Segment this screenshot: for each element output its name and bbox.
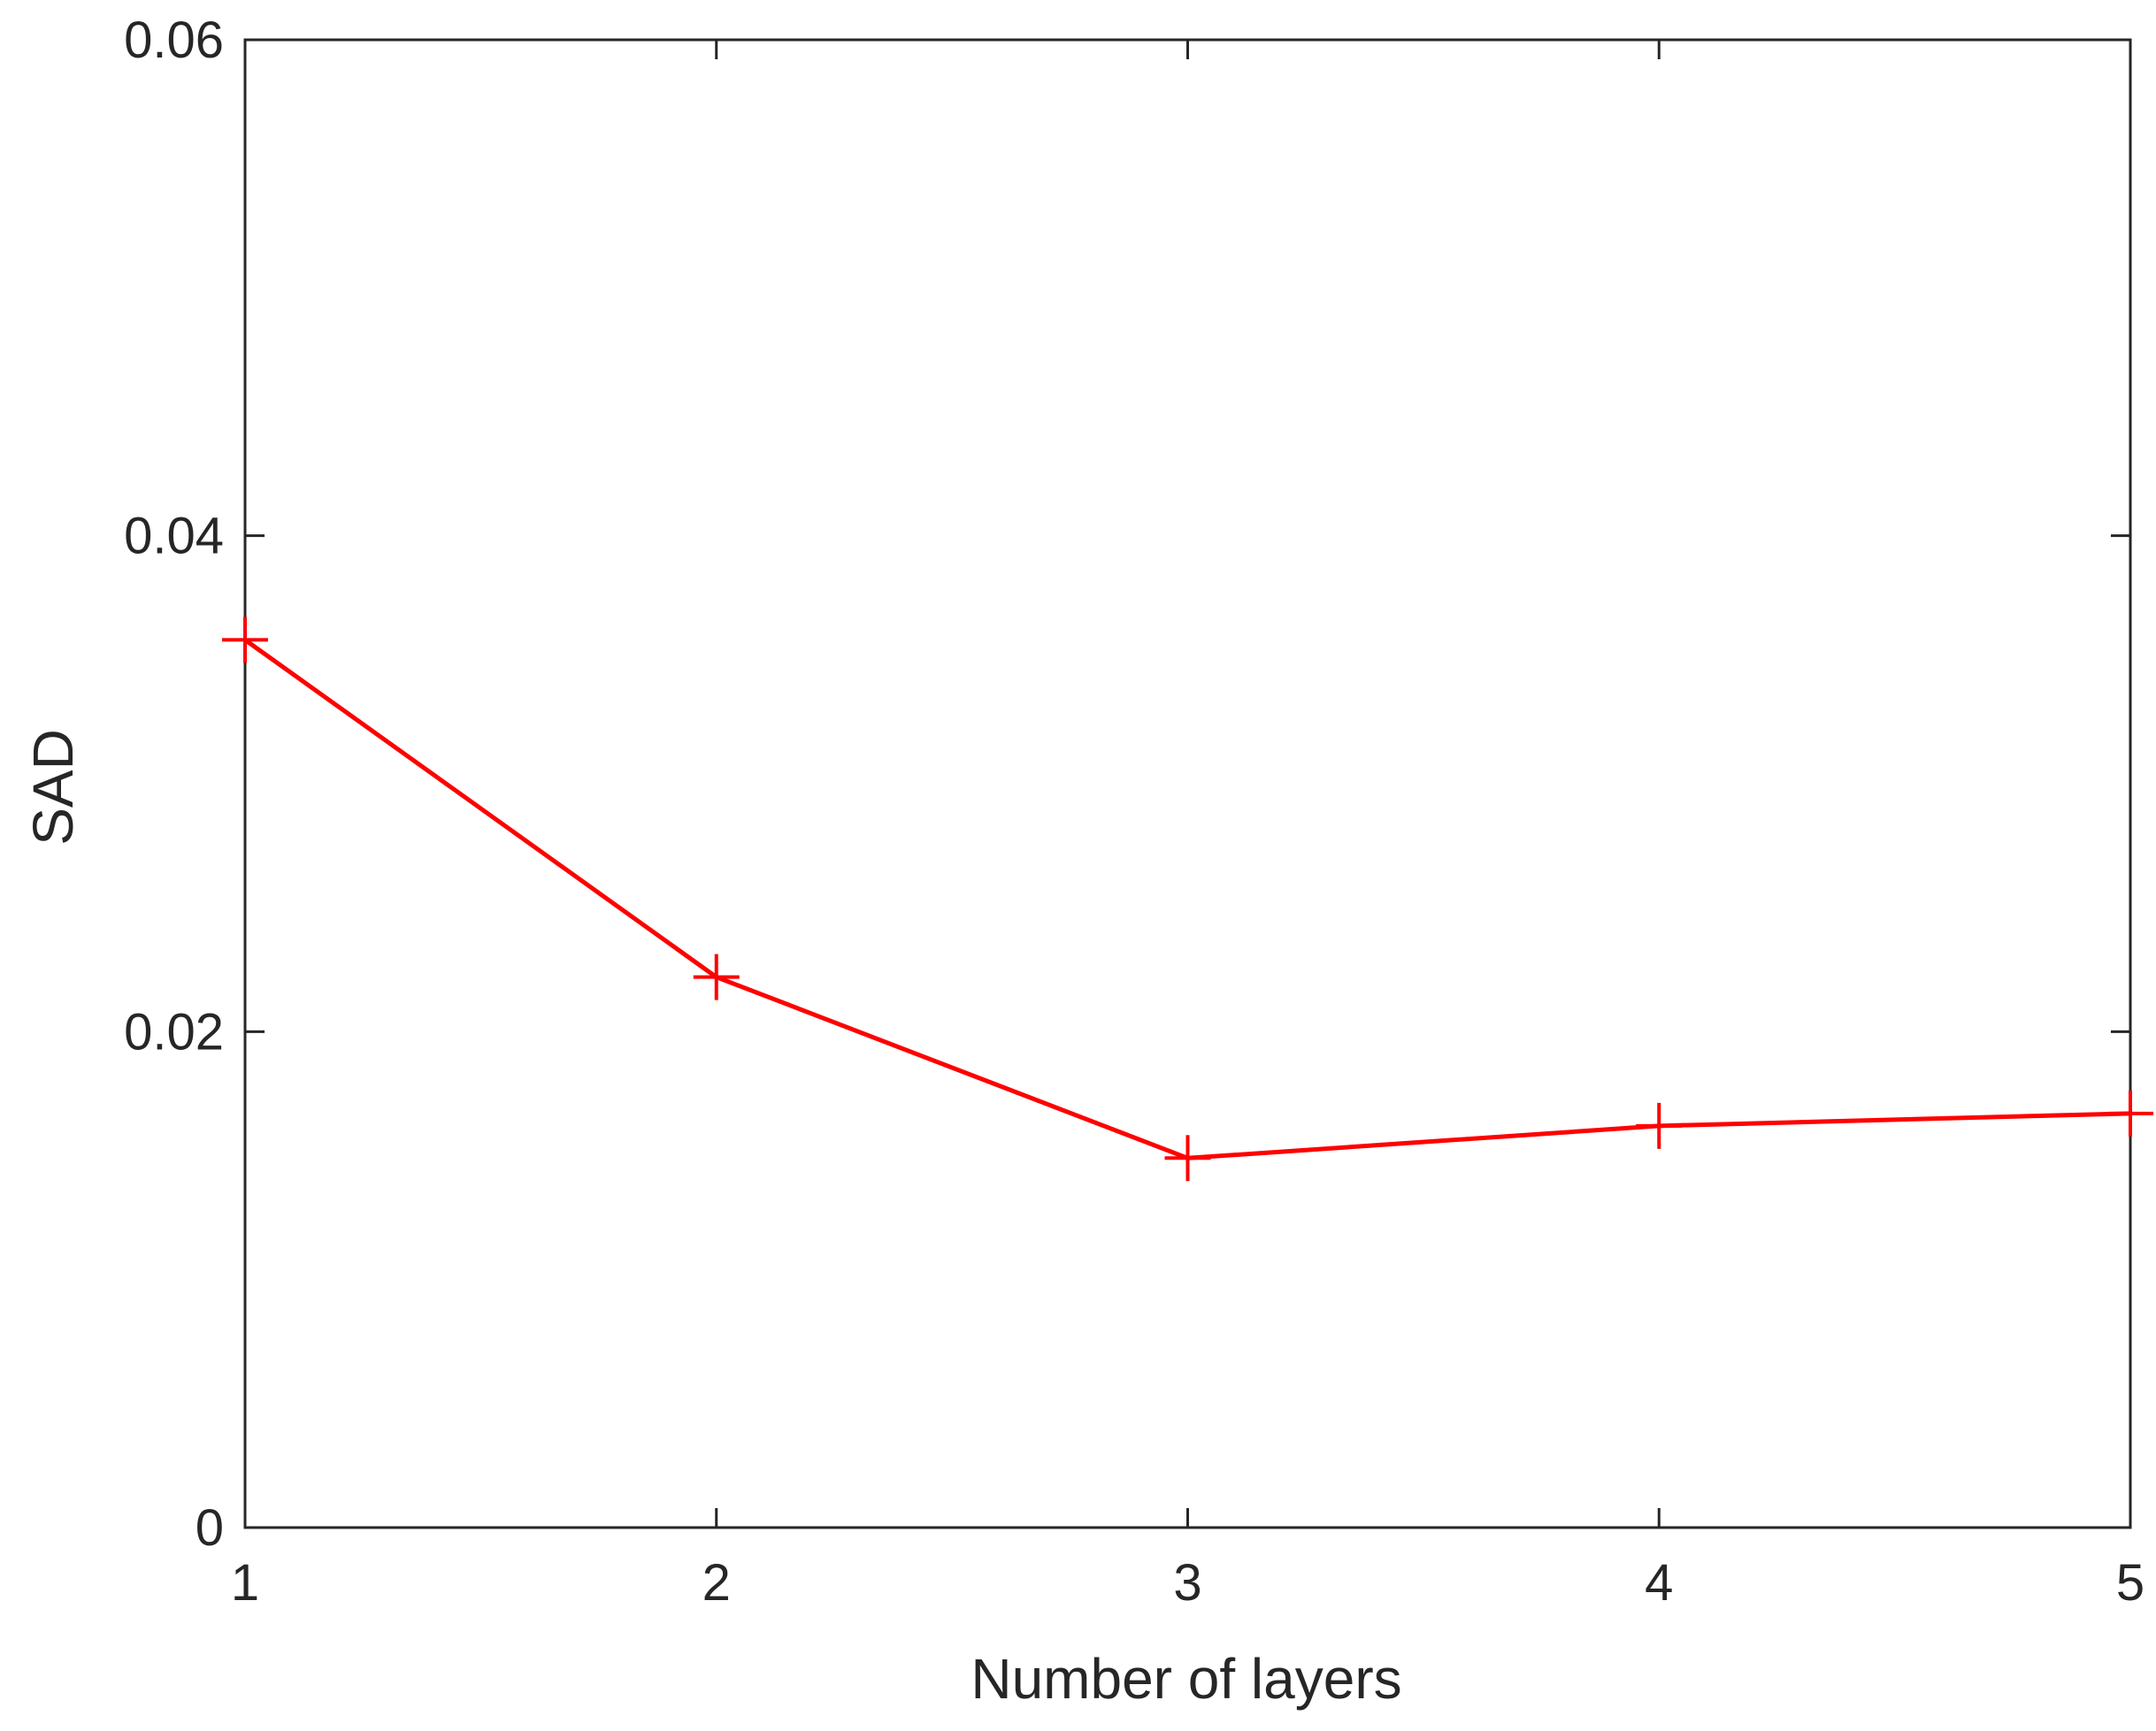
- y-tick-label: 0: [196, 1499, 224, 1557]
- series-group: [222, 617, 2153, 1182]
- data-point-marker: [222, 617, 268, 663]
- y-tick-label: 0.04: [124, 508, 224, 565]
- y-tick-label: 0.02: [124, 1003, 224, 1061]
- x-tick-label: 1: [231, 1554, 259, 1612]
- x-tick-label: 2: [702, 1554, 731, 1612]
- y-axis-label: SAD: [21, 729, 85, 846]
- data-point-marker: [693, 954, 740, 1000]
- x-axis-ticks: 1 2 3 4 5: [231, 40, 2144, 1612]
- data-point-marker: [2107, 1090, 2153, 1137]
- y-axis-ticks: 0 0.02 0.04 0.06: [124, 11, 2130, 1557]
- x-tick-label: 4: [1645, 1554, 1673, 1612]
- y-tick-label: 0.06: [124, 11, 224, 69]
- x-axis-label: Number of layers: [971, 1647, 1401, 1711]
- x-tick-label: 5: [2116, 1554, 2144, 1612]
- x-tick-label: 3: [1173, 1554, 1201, 1612]
- data-point-marker: [1636, 1102, 1683, 1149]
- data-point-marker: [1164, 1135, 1211, 1182]
